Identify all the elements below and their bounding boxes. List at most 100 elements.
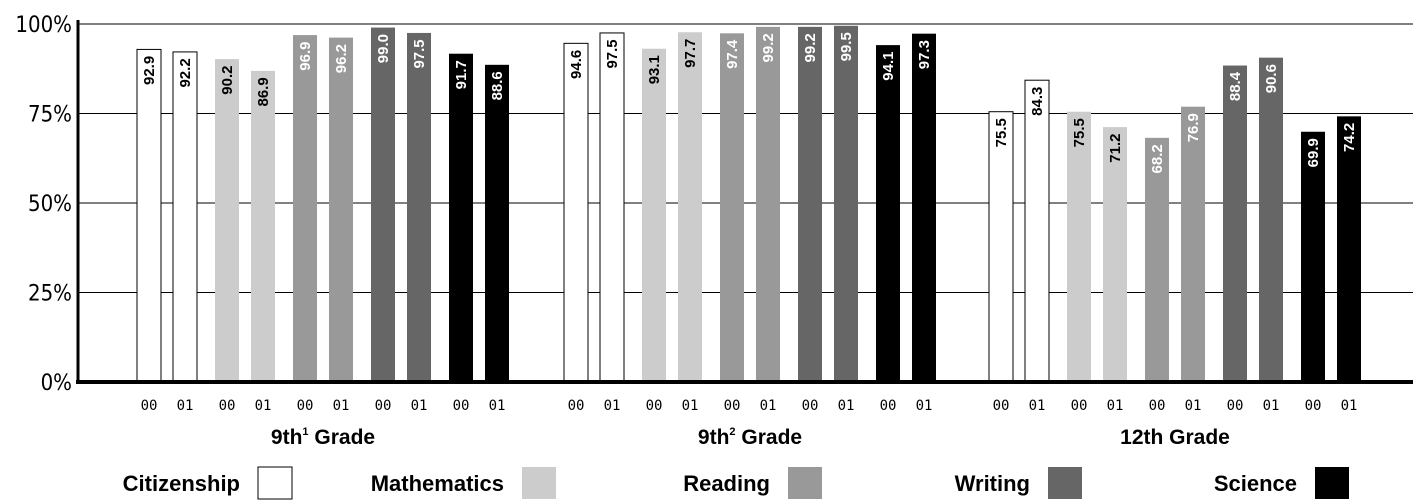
legend-label: Reading bbox=[683, 471, 770, 496]
data-label: 99.2 bbox=[760, 33, 777, 62]
bar bbox=[251, 70, 275, 382]
x-tick-label: 01 bbox=[255, 398, 272, 414]
data-label: 88.4 bbox=[1227, 71, 1244, 101]
data-label: 97.7 bbox=[682, 39, 699, 68]
bars bbox=[136, 25, 1361, 383]
bar bbox=[1181, 106, 1205, 382]
data-label: 92.2 bbox=[177, 58, 194, 87]
bar bbox=[172, 51, 198, 383]
x-tick-label: 01 bbox=[760, 398, 777, 414]
x-tick-label: 01 bbox=[1185, 398, 1202, 414]
x-tick-label: 00 bbox=[219, 398, 236, 414]
x-tick-label: 00 bbox=[1071, 398, 1088, 414]
x-tick-label: 01 bbox=[838, 398, 855, 414]
data-label: 92.9 bbox=[141, 56, 158, 85]
y-tick-label: 0% bbox=[41, 371, 72, 396]
x-tick-label: 01 bbox=[1341, 398, 1358, 414]
y-tick-label: 75% bbox=[28, 103, 72, 128]
bar bbox=[136, 48, 162, 383]
bar bbox=[407, 32, 431, 382]
legend: Citizenship Mathematics Reading Writing Scie… bbox=[123, 466, 1349, 500]
legend-swatch bbox=[522, 467, 556, 499]
legend-label: Writing bbox=[955, 471, 1030, 496]
x-tick-label: 00 bbox=[1227, 398, 1244, 414]
x-axis bbox=[76, 20, 1413, 384]
x-tick-label: 00 bbox=[141, 398, 158, 414]
bar bbox=[371, 27, 395, 383]
x-tick-label: 01 bbox=[411, 398, 428, 414]
x-tick-label: 00 bbox=[646, 398, 663, 414]
data-label: 90.6 bbox=[1263, 64, 1280, 93]
x-tick-label: 00 bbox=[724, 398, 741, 414]
data-label: 99.0 bbox=[375, 34, 392, 63]
data-label: 76.9 bbox=[1185, 113, 1202, 142]
bar bbox=[563, 42, 589, 383]
x-tick-label: 00 bbox=[297, 398, 314, 414]
x-tick-label: 01 bbox=[489, 398, 506, 414]
bar bbox=[1301, 131, 1325, 382]
y-tick-label: 50% bbox=[28, 192, 72, 217]
bar bbox=[1145, 137, 1169, 382]
bar bbox=[1223, 65, 1247, 382]
data-label: 74.2 bbox=[1341, 123, 1358, 152]
group-label: 9th2 Grade bbox=[698, 426, 802, 449]
bar bbox=[449, 53, 473, 383]
y-axis-ticks: 0% 25% 50% 75% 100% bbox=[15, 13, 72, 396]
data-label: 97.4 bbox=[724, 39, 741, 69]
legend-swatch bbox=[257, 466, 293, 500]
data-label: 94.6 bbox=[568, 50, 585, 79]
x-tick-label: 01 bbox=[1263, 398, 1280, 414]
data-label: 88.6 bbox=[489, 71, 506, 100]
bar bbox=[876, 45, 900, 382]
x-tick-label: 00 bbox=[880, 398, 897, 414]
x-tick-label: 00 bbox=[802, 398, 819, 414]
group-label: 12th Grade bbox=[1120, 426, 1230, 449]
data-label: 99.2 bbox=[802, 33, 819, 62]
data-label: 96.9 bbox=[297, 41, 314, 70]
data-label: 90.2 bbox=[219, 65, 236, 94]
data-label: 84.3 bbox=[1029, 87, 1046, 116]
bar bbox=[329, 37, 353, 382]
bar bbox=[293, 35, 317, 383]
legend-swatch bbox=[1315, 467, 1349, 499]
bar bbox=[1067, 111, 1091, 383]
data-labels: 92.9 92.2 90.2 86.9 96.9 96.2 99.0 97.5 91.7 88.6… bbox=[141, 32, 1358, 173]
legend-label: Science bbox=[1214, 471, 1297, 496]
bar bbox=[834, 25, 858, 382]
x-tick-label: 01 bbox=[604, 398, 621, 414]
x-tick-label: 01 bbox=[1029, 398, 1046, 414]
data-label: 86.9 bbox=[255, 77, 272, 106]
data-label: 99.5 bbox=[838, 32, 855, 61]
x-tick-label: 01 bbox=[333, 398, 350, 414]
data-label: 97.5 bbox=[604, 39, 621, 68]
y-tick-label: 100% bbox=[15, 13, 72, 38]
bar bbox=[642, 48, 666, 383]
data-label: 97.3 bbox=[916, 40, 933, 69]
bar bbox=[678, 32, 702, 382]
bar bbox=[988, 111, 1014, 383]
x-tick-label: 00 bbox=[993, 398, 1010, 414]
data-label: 94.1 bbox=[880, 52, 897, 81]
data-label: 68.2 bbox=[1149, 144, 1166, 173]
bar bbox=[485, 64, 509, 382]
x-tick-label: 00 bbox=[1305, 398, 1322, 414]
x-tick-label: 00 bbox=[375, 398, 392, 414]
legend-label: Mathematics bbox=[371, 471, 504, 496]
bar bbox=[215, 59, 239, 383]
data-label: 93.1 bbox=[646, 55, 663, 84]
y-tick-label: 25% bbox=[28, 282, 72, 307]
bar bbox=[756, 26, 780, 382]
data-label: 69.9 bbox=[1305, 138, 1322, 167]
x-tick-label: 00 bbox=[453, 398, 470, 414]
data-label: 75.5 bbox=[993, 118, 1010, 147]
x-tick-label: 01 bbox=[682, 398, 699, 414]
x-tick-label: 01 bbox=[1107, 398, 1124, 414]
group-label: 9th1 Grade bbox=[271, 426, 375, 449]
x-tick-label: 01 bbox=[177, 398, 194, 414]
data-label: 91.7 bbox=[453, 60, 470, 89]
bar bbox=[599, 32, 625, 383]
data-label: 75.5 bbox=[1071, 118, 1088, 147]
bar bbox=[1259, 57, 1283, 382]
group-labels: 9th1 Grade 9th2 Grade 12th Grade bbox=[271, 426, 1230, 449]
legend-swatch bbox=[788, 467, 822, 499]
